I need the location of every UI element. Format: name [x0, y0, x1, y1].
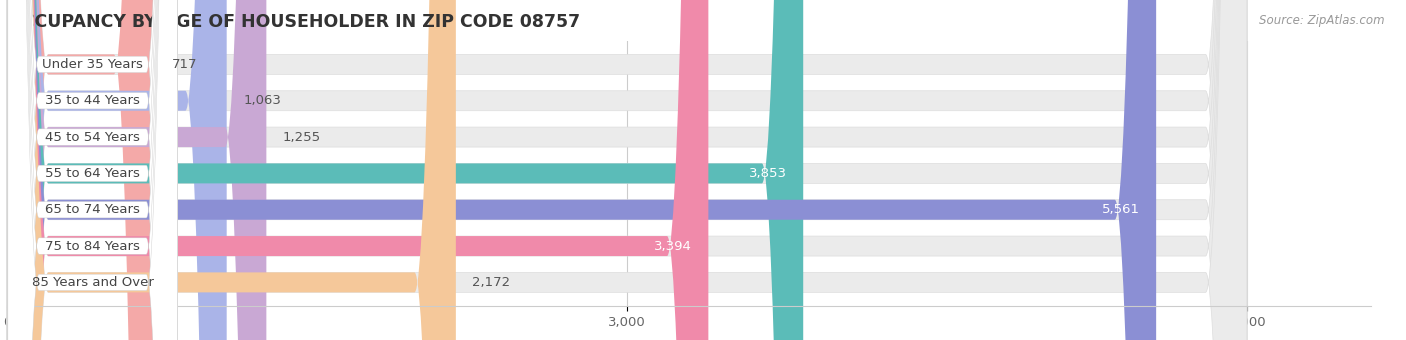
- Text: 45 to 54 Years: 45 to 54 Years: [45, 131, 141, 143]
- FancyBboxPatch shape: [8, 0, 177, 340]
- FancyBboxPatch shape: [7, 0, 456, 340]
- Text: 3,394: 3,394: [654, 240, 692, 253]
- FancyBboxPatch shape: [8, 0, 177, 340]
- FancyBboxPatch shape: [7, 0, 1247, 340]
- FancyBboxPatch shape: [7, 0, 226, 340]
- FancyBboxPatch shape: [7, 0, 803, 340]
- Text: 1,255: 1,255: [283, 131, 321, 143]
- Text: 35 to 44 Years: 35 to 44 Years: [45, 94, 141, 107]
- Text: 2,172: 2,172: [472, 276, 510, 289]
- Text: 75 to 84 Years: 75 to 84 Years: [45, 240, 141, 253]
- FancyBboxPatch shape: [7, 0, 1247, 340]
- FancyBboxPatch shape: [7, 0, 1247, 340]
- Text: Source: ZipAtlas.com: Source: ZipAtlas.com: [1260, 14, 1385, 27]
- Text: 55 to 64 Years: 55 to 64 Years: [45, 167, 141, 180]
- FancyBboxPatch shape: [8, 0, 177, 340]
- FancyBboxPatch shape: [8, 0, 177, 340]
- Text: 3,853: 3,853: [748, 167, 787, 180]
- FancyBboxPatch shape: [7, 0, 1247, 340]
- FancyBboxPatch shape: [7, 0, 1247, 340]
- Text: 1,063: 1,063: [243, 94, 281, 107]
- Text: 85 Years and Over: 85 Years and Over: [32, 276, 153, 289]
- Text: OCCUPANCY BY AGE OF HOUSEHOLDER IN ZIP CODE 08757: OCCUPANCY BY AGE OF HOUSEHOLDER IN ZIP C…: [7, 13, 581, 31]
- Text: 717: 717: [172, 58, 197, 71]
- FancyBboxPatch shape: [7, 0, 155, 340]
- FancyBboxPatch shape: [7, 0, 1247, 340]
- FancyBboxPatch shape: [8, 0, 177, 340]
- FancyBboxPatch shape: [7, 0, 1156, 340]
- FancyBboxPatch shape: [8, 0, 177, 340]
- Text: 5,561: 5,561: [1102, 203, 1140, 216]
- FancyBboxPatch shape: [7, 0, 709, 340]
- FancyBboxPatch shape: [7, 0, 266, 340]
- FancyBboxPatch shape: [8, 0, 177, 340]
- Text: 65 to 74 Years: 65 to 74 Years: [45, 203, 141, 216]
- FancyBboxPatch shape: [7, 0, 1247, 340]
- Text: Under 35 Years: Under 35 Years: [42, 58, 143, 71]
